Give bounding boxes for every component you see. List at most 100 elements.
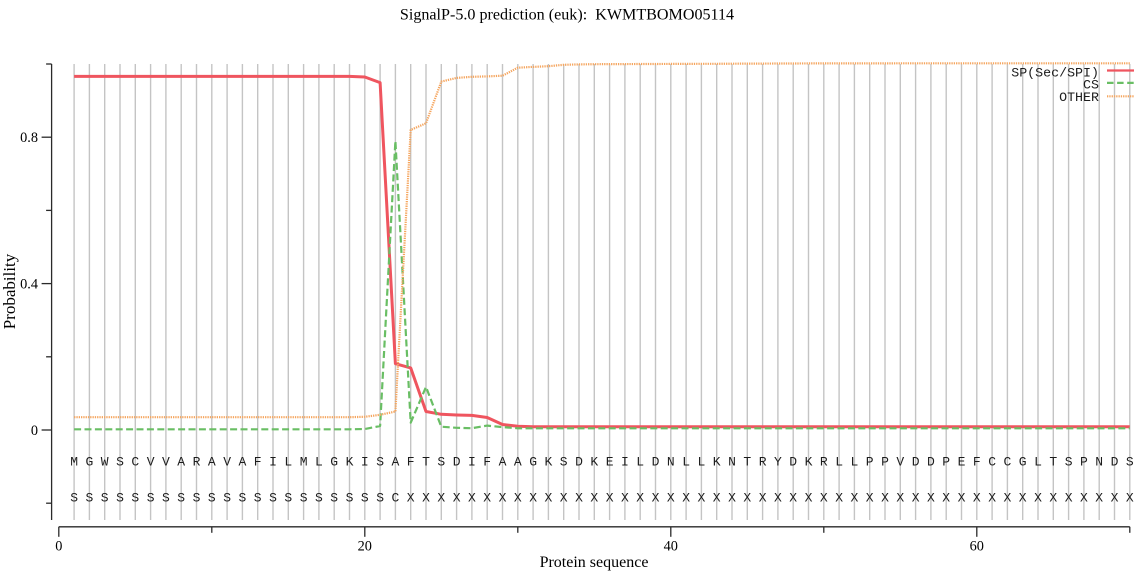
svg-text:X: X bbox=[697, 491, 705, 506]
svg-text:X: X bbox=[942, 491, 950, 506]
svg-text:S: S bbox=[223, 491, 231, 506]
svg-text:F: F bbox=[407, 454, 415, 469]
svg-text:X: X bbox=[774, 491, 782, 506]
svg-text:X: X bbox=[973, 491, 981, 506]
svg-text:0: 0 bbox=[31, 423, 38, 439]
svg-text:X: X bbox=[621, 491, 629, 506]
svg-text:V: V bbox=[162, 454, 170, 469]
svg-text:K: K bbox=[590, 454, 598, 469]
svg-text:T: T bbox=[743, 454, 751, 469]
svg-text:S: S bbox=[70, 491, 78, 506]
svg-text:S: S bbox=[315, 491, 323, 506]
svg-text:R: R bbox=[820, 454, 828, 469]
svg-text:L: L bbox=[682, 454, 690, 469]
svg-text:X: X bbox=[407, 491, 415, 506]
svg-text:W: W bbox=[101, 454, 109, 469]
svg-text:S: S bbox=[116, 454, 124, 469]
svg-text:D: D bbox=[927, 454, 935, 469]
svg-text:X: X bbox=[590, 491, 598, 506]
svg-text:X: X bbox=[544, 491, 552, 506]
svg-text:S: S bbox=[208, 491, 216, 506]
svg-text:G: G bbox=[330, 454, 338, 469]
svg-text:X: X bbox=[835, 491, 843, 506]
svg-text:L: L bbox=[835, 454, 843, 469]
svg-text:R: R bbox=[193, 454, 201, 469]
svg-text:X: X bbox=[988, 491, 996, 506]
svg-text:OTHER: OTHER bbox=[1059, 90, 1099, 105]
svg-text:X: X bbox=[927, 491, 935, 506]
svg-text:A: A bbox=[177, 454, 185, 469]
svg-text:0.8: 0.8 bbox=[20, 130, 38, 146]
svg-text:I: I bbox=[621, 454, 629, 469]
svg-text:T: T bbox=[422, 454, 430, 469]
svg-text:I: I bbox=[269, 454, 277, 469]
svg-text:X: X bbox=[483, 491, 491, 506]
svg-text:D: D bbox=[453, 454, 461, 469]
svg-text:M: M bbox=[300, 454, 308, 469]
svg-text:K: K bbox=[544, 454, 552, 469]
svg-text:F: F bbox=[483, 454, 491, 469]
svg-text:X: X bbox=[453, 491, 461, 506]
svg-text:S: S bbox=[361, 491, 369, 506]
svg-text:X: X bbox=[1019, 491, 1027, 506]
svg-text:X: X bbox=[1065, 491, 1073, 506]
svg-text:Probability: Probability bbox=[0, 253, 19, 329]
svg-text:G: G bbox=[1019, 454, 1027, 469]
svg-text:X: X bbox=[866, 491, 874, 506]
svg-text:X: X bbox=[728, 491, 736, 506]
svg-text:X: X bbox=[606, 491, 614, 506]
svg-text:X: X bbox=[805, 491, 813, 506]
svg-text:D: D bbox=[1111, 454, 1119, 469]
svg-text:L: L bbox=[315, 454, 323, 469]
svg-text:L: L bbox=[284, 454, 292, 469]
svg-text:X: X bbox=[422, 491, 430, 506]
svg-text:K: K bbox=[713, 454, 721, 469]
svg-text:X: X bbox=[912, 491, 920, 506]
svg-text:P: P bbox=[866, 454, 874, 469]
svg-text:X: X bbox=[1003, 491, 1011, 506]
svg-text:20: 20 bbox=[358, 539, 372, 555]
svg-text:X: X bbox=[881, 491, 889, 506]
svg-text:V: V bbox=[147, 454, 155, 469]
svg-text:N: N bbox=[667, 454, 675, 469]
svg-text:SP(Sec/SPI): SP(Sec/SPI) bbox=[1011, 65, 1099, 80]
svg-text:X: X bbox=[958, 491, 966, 506]
svg-text:C: C bbox=[391, 491, 399, 506]
svg-text:Protein sequence: Protein sequence bbox=[540, 554, 649, 571]
svg-text:S: S bbox=[330, 491, 338, 506]
svg-text:X: X bbox=[850, 491, 858, 506]
svg-text:S: S bbox=[300, 491, 308, 506]
svg-text:X: X bbox=[560, 491, 568, 506]
svg-text:C: C bbox=[988, 454, 996, 469]
svg-text:A: A bbox=[208, 454, 216, 469]
svg-text:SignalP-5.0 prediction (euk):: SignalP-5.0 prediction (euk): KWMTBOMO05… bbox=[400, 7, 734, 24]
svg-text:S: S bbox=[177, 491, 185, 506]
svg-text:S: S bbox=[85, 491, 93, 506]
svg-text:V: V bbox=[223, 454, 231, 469]
svg-text:G: G bbox=[529, 454, 537, 469]
svg-text:X: X bbox=[1049, 491, 1057, 506]
svg-text:V: V bbox=[896, 454, 904, 469]
svg-text:S: S bbox=[116, 491, 124, 506]
svg-text:S: S bbox=[284, 491, 292, 506]
svg-text:X: X bbox=[789, 491, 797, 506]
svg-text:S: S bbox=[376, 491, 384, 506]
svg-text:A: A bbox=[499, 454, 507, 469]
svg-text:T: T bbox=[1049, 454, 1057, 469]
svg-text:M: M bbox=[70, 454, 78, 469]
svg-text:S: S bbox=[1065, 454, 1073, 469]
svg-text:E: E bbox=[606, 454, 614, 469]
svg-text:D: D bbox=[575, 454, 583, 469]
svg-text:X: X bbox=[667, 491, 675, 506]
svg-text:X: X bbox=[1111, 491, 1119, 506]
svg-text:S: S bbox=[101, 491, 109, 506]
svg-text:D: D bbox=[652, 454, 660, 469]
svg-text:D: D bbox=[789, 454, 797, 469]
svg-text:P: P bbox=[1080, 454, 1088, 469]
svg-text:X: X bbox=[468, 491, 476, 506]
svg-text:A: A bbox=[238, 454, 246, 469]
svg-text:L: L bbox=[697, 454, 705, 469]
svg-text:L: L bbox=[850, 454, 858, 469]
svg-text:G: G bbox=[85, 454, 93, 469]
svg-text:X: X bbox=[1080, 491, 1088, 506]
